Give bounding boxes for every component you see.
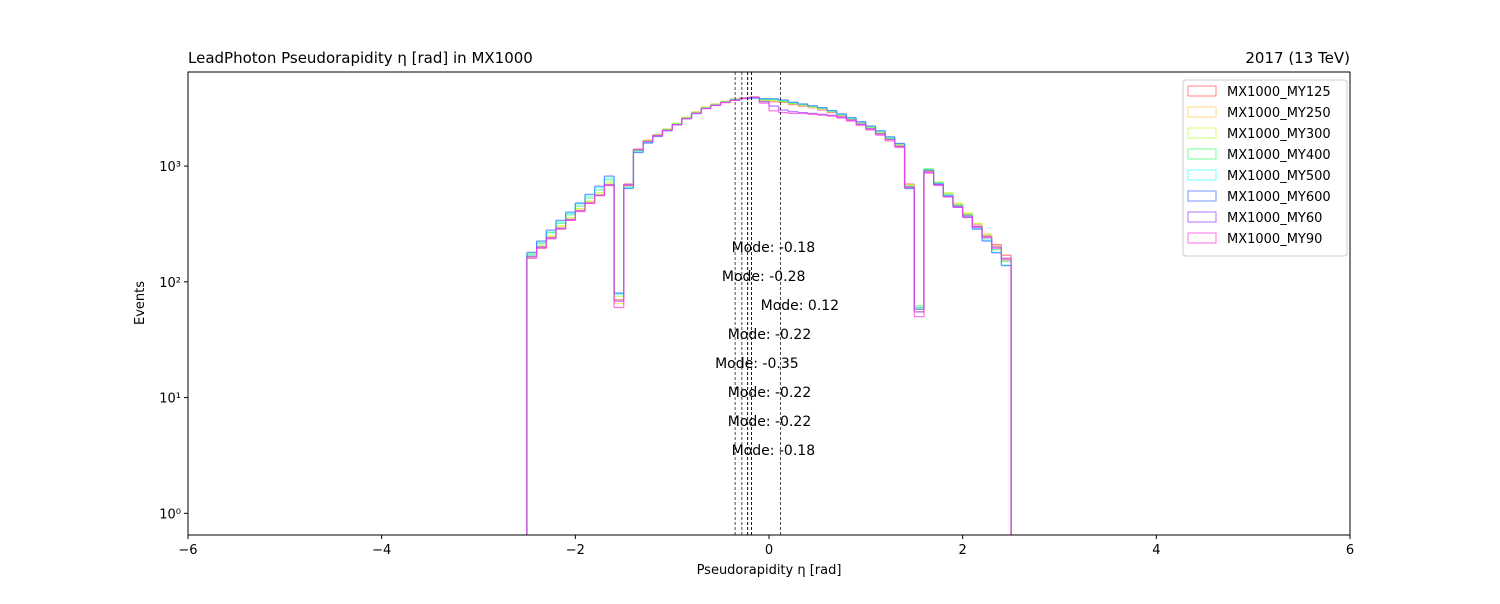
histogram-series [526,97,1012,535]
histograms [526,96,1012,535]
x-tick-label: 6 [1346,543,1354,558]
legend-label: MX1000_MY60 [1227,211,1322,226]
mode-label: Mode: -0.22 [728,385,812,401]
x-tick-label: 4 [1152,543,1160,558]
x-tick-label: −2 [566,543,585,558]
legend-swatch [1187,127,1217,139]
histogram-series [526,97,1012,535]
legend-label: MX1000_MY500 [1227,169,1331,184]
histogram-series [526,97,1012,535]
legend-swatch [1187,211,1217,223]
x-tick-label: 2 [959,543,967,558]
histogram-series [526,96,1012,535]
x-tick-label: 0 [765,543,773,558]
legend-swatch [1187,106,1217,118]
y-axis-label: Events [133,281,148,325]
x-tick-label: −4 [372,543,391,558]
chart-subtitle: 2017 (13 TeV) [1245,49,1350,67]
y-tick-label: 10³ [159,160,181,175]
mode-label: Mode: -0.18 [732,443,816,459]
mode-label: Mode: -0.18 [732,240,816,256]
histogram-series [526,96,1012,535]
legend-label: MX1000_MY250 [1227,106,1331,121]
y-tick-label: 10⁰ [159,507,181,522]
legend-box [1182,79,1348,257]
mode-label: Mode: 0.12 [761,298,839,314]
legend-swatch [1187,85,1217,97]
legend-label: MX1000_MY125 [1227,85,1331,100]
legend-swatch [1187,190,1217,202]
mode-label: Mode: -0.28 [722,269,806,285]
y-tick-label: 10¹ [159,392,181,407]
histogram-series [526,96,1012,535]
mode-label: Mode: -0.22 [728,327,812,343]
mode-label: Mode: -0.22 [728,414,812,430]
legend-swatch [1187,169,1217,181]
legend-label: MX1000_MY400 [1227,148,1331,163]
mode-label: Mode: -0.35 [715,356,799,372]
legend-label: MX1000_MY300 [1227,127,1331,142]
histogram-series [526,97,1012,535]
x-axis-label: Pseudorapidity η [rad] [697,563,842,578]
x-tick-label: −6 [178,543,197,558]
histogram-series [526,96,1012,535]
legend-swatch [1187,232,1217,244]
legend-label: MX1000_MY90 [1227,232,1322,247]
chart-title: LeadPhoton Pseudorapidity η [rad] in MX1… [188,49,533,67]
legend-swatch [1187,148,1217,160]
legend-label: MX1000_MY600 [1227,190,1331,205]
y-tick-label: 10² [159,276,181,291]
